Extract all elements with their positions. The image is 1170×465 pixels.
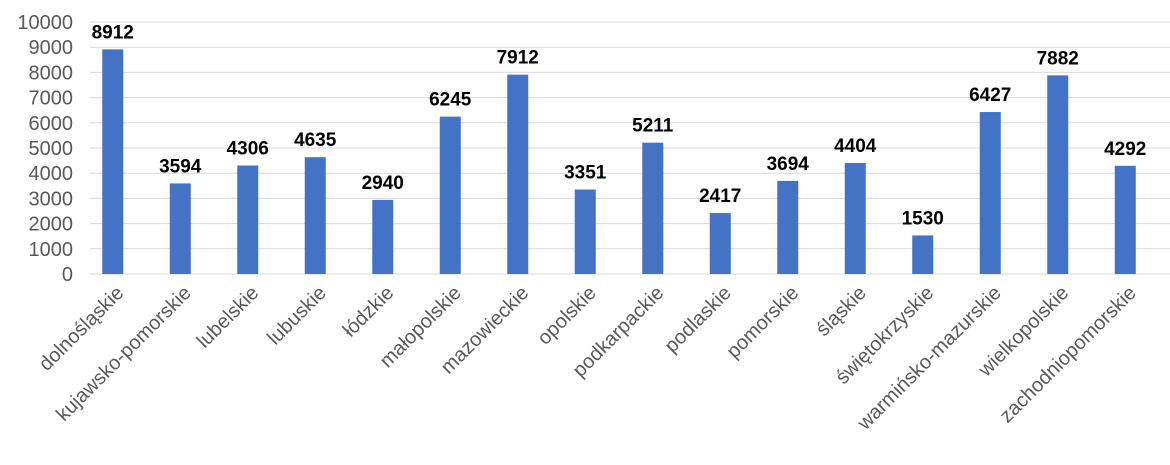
y-tick-label: 10000 — [17, 12, 73, 34]
data-label: 4306 — [227, 138, 269, 159]
data-labels: 8912 3594 4306 4635 2940 6245 7912 3351 5211 2417… — [92, 22, 1147, 229]
data-label: 7882 — [1037, 48, 1079, 69]
data-label: 3351 — [564, 163, 607, 184]
bar — [169, 183, 191, 274]
x-category-label: opolskie — [533, 282, 600, 349]
y-tick-label: 8000 — [29, 62, 74, 84]
x-category-label: lubuskie — [263, 282, 330, 349]
bar — [642, 142, 664, 274]
data-label: 4635 — [294, 130, 337, 151]
bar — [709, 213, 731, 274]
data-label: 6245 — [429, 90, 472, 111]
bar — [1114, 165, 1136, 274]
x-category-label: lubelskie — [193, 282, 264, 353]
x-category-label: zachodniopomorskie — [996, 282, 1141, 427]
bar — [844, 163, 866, 274]
bar — [102, 49, 124, 274]
data-label: 8912 — [92, 22, 134, 43]
y-tick-label: 2000 — [29, 214, 74, 236]
bar — [237, 165, 259, 274]
bars — [102, 49, 1136, 274]
y-tick-label: 0 — [62, 264, 73, 286]
y-axis-ticks: 0 1000 2000 3000 4000 5000 6000 7000 8000 9000 100… — [17, 12, 73, 286]
data-label: 4292 — [1104, 139, 1146, 160]
data-label: 7912 — [497, 48, 539, 69]
bar — [507, 74, 529, 274]
bar — [1047, 75, 1069, 274]
x-category-label: kujawsko-pomorskie — [52, 282, 196, 426]
data-label: 5211 — [632, 116, 674, 137]
y-tick-label: 4000 — [29, 163, 74, 185]
data-label: 3594 — [159, 156, 202, 177]
x-category-label: śląskie — [812, 282, 871, 341]
y-tick-label: 6000 — [29, 113, 74, 135]
bar — [979, 112, 1001, 274]
y-tick-label: 1000 — [29, 239, 74, 261]
x-category-label: pomorskie — [722, 282, 803, 363]
data-label: 4404 — [834, 136, 877, 157]
bar — [912, 235, 934, 274]
y-tick-label: 5000 — [29, 138, 74, 160]
y-tick-label: 7000 — [29, 88, 74, 110]
gridlines — [90, 21, 1170, 275]
data-label: 6427 — [969, 85, 1011, 106]
y-tick-label: 3000 — [29, 188, 74, 210]
bar — [439, 116, 461, 274]
bar — [574, 189, 596, 274]
data-label: 2940 — [362, 173, 404, 194]
bar — [777, 180, 799, 274]
data-label: 3694 — [767, 154, 810, 175]
bar — [304, 157, 326, 274]
y-tick-label: 9000 — [29, 37, 74, 59]
bar — [372, 199, 394, 274]
x-category-label: łódzkie — [339, 282, 399, 342]
data-label: 2417 — [699, 186, 741, 207]
data-label: 1530 — [902, 208, 944, 229]
